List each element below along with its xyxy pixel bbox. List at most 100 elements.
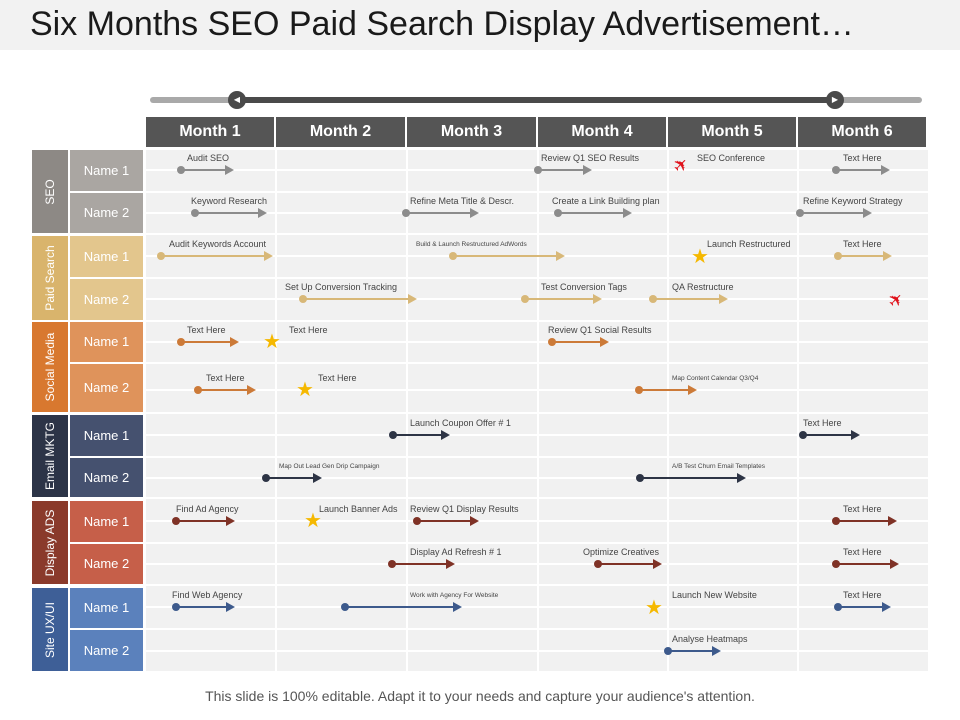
task-label: QA Restructure	[672, 282, 734, 292]
task-label: Test Conversion Tags	[541, 282, 627, 292]
task-label: Refine Meta Title & Descr.	[410, 196, 515, 206]
column-divider	[667, 150, 669, 671]
month-header: Month 4	[538, 117, 668, 147]
arrow-head-icon	[863, 208, 872, 218]
task-arrow	[649, 294, 728, 304]
task-label: A/B Test Churn Email Templates	[672, 463, 765, 470]
arrow-head-icon	[470, 516, 479, 526]
task-label: Text Here	[843, 504, 882, 514]
arrow-start-dot-icon	[413, 517, 421, 525]
row-name: Name 1	[70, 150, 143, 191]
task-label: Text Here	[206, 373, 245, 383]
arrow-start-dot-icon	[194, 386, 202, 394]
row-name: Name 2	[70, 630, 143, 671]
row-name: Name 2	[70, 279, 143, 320]
task-label: Refine Keyword Strategy	[803, 196, 903, 206]
slider-right-handle-icon[interactable]: ▶	[826, 91, 844, 109]
arrow-head-icon	[737, 473, 746, 483]
group-label-seo: SEO	[32, 150, 68, 233]
task-arrow	[521, 294, 602, 304]
month-header: Month 3	[407, 117, 538, 147]
arrow-start-dot-icon	[177, 166, 185, 174]
arrow-head-icon	[653, 559, 662, 569]
row-name: Name 1	[70, 322, 143, 362]
task-label: Analyse Heatmaps	[672, 634, 748, 644]
arrow-head-icon	[712, 646, 721, 656]
task-arrow	[172, 602, 235, 612]
task-label: Text Here	[803, 418, 842, 428]
task-arrow	[799, 430, 860, 440]
task-label: Find Web Agency	[172, 590, 243, 600]
arrow-start-dot-icon	[262, 474, 270, 482]
title-bar: Six Months SEO Paid Search Display Adver…	[0, 0, 960, 50]
star-icon: ★	[296, 379, 314, 401]
task-label: Text Here	[843, 590, 882, 600]
task-arrow	[191, 208, 267, 218]
arrow-start-dot-icon	[299, 295, 307, 303]
arrow-start-dot-icon	[554, 209, 562, 217]
task-arrow	[262, 473, 322, 483]
task-arrow	[635, 385, 697, 395]
arrow-head-icon	[264, 251, 273, 261]
arrow-start-dot-icon	[389, 431, 397, 439]
footer-note: This slide is 100% editable. Adapt it to…	[205, 688, 755, 704]
arrow-start-dot-icon	[341, 603, 349, 611]
arrow-head-icon	[470, 208, 479, 218]
task-label: Review Q1 Social Results	[548, 325, 652, 335]
page-title: Six Months SEO Paid Search Display Adver…	[30, 5, 854, 43]
task-label: Work with Agency For Website	[410, 592, 499, 599]
task-label: Text Here	[843, 153, 882, 163]
row-name: Name 1	[70, 236, 143, 277]
arrow-start-dot-icon	[449, 252, 457, 260]
arrow-head-icon	[881, 165, 890, 175]
star-icon: ★	[645, 597, 663, 619]
arrow-head-icon	[888, 516, 897, 526]
arrow-start-dot-icon	[832, 560, 840, 568]
row-name: Name 2	[70, 193, 143, 233]
task-label: Audit Keywords Account	[169, 239, 267, 249]
task-arrow	[834, 251, 892, 261]
task-label: Text Here	[318, 373, 357, 383]
arrow-head-icon	[719, 294, 728, 304]
task-arrow	[299, 294, 417, 304]
task-arrow	[796, 208, 872, 218]
task-arrow	[388, 559, 455, 569]
arrow-head-icon	[556, 251, 565, 261]
arrow-start-dot-icon	[834, 603, 842, 611]
task-label: Review Q1 SEO Results	[541, 153, 640, 163]
arrow-head-icon	[313, 473, 322, 483]
arrow-head-icon	[247, 385, 256, 395]
month-header: Month 6	[798, 117, 928, 147]
task-label: Display Ad Refresh # 1	[410, 547, 502, 557]
arrow-start-dot-icon	[796, 209, 804, 217]
task-label: Build & Launch Restructured AdWords	[416, 241, 527, 248]
task-arrow	[177, 337, 239, 347]
timeline-slider-range[interactable]	[237, 97, 835, 103]
arrow-head-icon	[258, 208, 267, 218]
task-label: Create a Link Building plan	[552, 196, 660, 206]
row-name: Name 1	[70, 588, 143, 628]
star-icon: ★	[691, 246, 709, 268]
group-label-text: SEO	[43, 178, 57, 205]
task-label: Launch Banner Ads	[319, 504, 398, 514]
arrow-head-icon	[851, 430, 860, 440]
group-label-paid-search: Paid Search	[32, 236, 68, 320]
group-label-display-ads: Display ADS	[32, 501, 68, 584]
task-arrow	[664, 646, 721, 656]
star-icon: ★	[304, 510, 322, 532]
arrow-start-dot-icon	[402, 209, 410, 217]
row-name: Name 2	[70, 458, 143, 497]
slider-left-handle-icon[interactable]: ◀	[228, 91, 246, 109]
task-arrow	[832, 165, 890, 175]
row-name: Name 1	[70, 415, 143, 456]
month-header: Month 2	[276, 117, 407, 147]
arrow-head-icon	[882, 602, 891, 612]
task-label: Text Here	[289, 325, 328, 335]
group-label-text: Site UX/UI	[43, 601, 57, 658]
arrow-head-icon	[408, 294, 417, 304]
task-label: Text Here	[187, 325, 226, 335]
task-arrow	[449, 251, 565, 261]
task-label: Audit SEO	[187, 153, 230, 163]
arrow-head-icon	[688, 385, 697, 395]
column-divider	[275, 150, 277, 671]
